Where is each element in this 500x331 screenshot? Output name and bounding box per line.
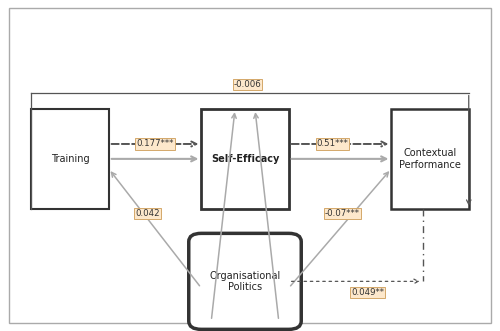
Text: 0.049**: 0.049** xyxy=(351,288,384,298)
FancyBboxPatch shape xyxy=(188,233,301,329)
Text: -0.006: -0.006 xyxy=(234,80,262,89)
FancyBboxPatch shape xyxy=(9,8,490,323)
Bar xyxy=(391,109,469,209)
Text: 0.177***: 0.177*** xyxy=(136,139,173,149)
Text: Contextual
Performance: Contextual Performance xyxy=(399,148,461,170)
Bar xyxy=(201,109,288,209)
Bar xyxy=(32,109,109,209)
Text: -0.07***: -0.07*** xyxy=(325,209,360,218)
Text: Self-Efficacy: Self-Efficacy xyxy=(211,154,279,164)
Text: Organisational
Politics: Organisational Politics xyxy=(210,270,280,292)
Text: Training: Training xyxy=(50,154,90,164)
Text: 0.042: 0.042 xyxy=(135,209,160,218)
Text: 0.51***: 0.51*** xyxy=(316,139,348,149)
